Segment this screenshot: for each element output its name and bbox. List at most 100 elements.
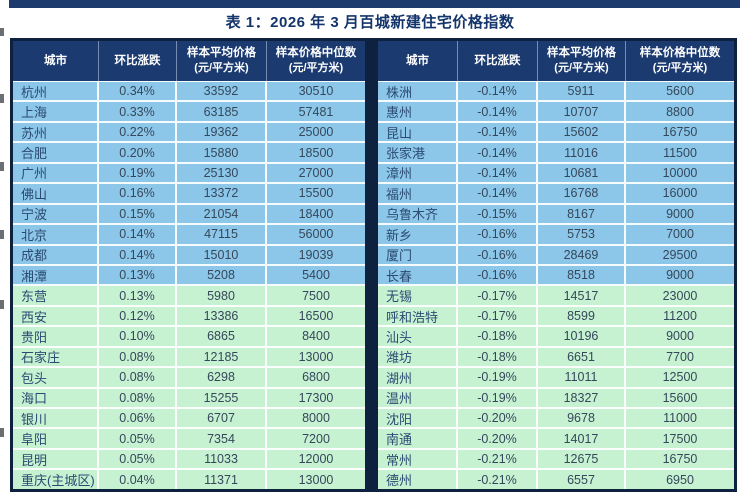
cell-city: 海口: [13, 388, 99, 407]
cell-change: -0.14%: [458, 102, 538, 121]
cell-city: 漳州: [378, 163, 458, 183]
table-row: 佛山 0.16% 13372 15500: [13, 184, 365, 205]
cell-city: 沈阳: [378, 409, 458, 428]
cell-avg: 11016: [538, 143, 626, 162]
cell-avg: 5753: [538, 225, 626, 244]
cell-avg: 11011: [538, 368, 626, 387]
cell-city: 呼和浩特: [378, 306, 458, 326]
header-cell-avg-price: 样本平均价格 (元/平方米): [177, 41, 267, 81]
scan-mark: [0, 230, 4, 239]
cell-median: 11500: [663, 145, 697, 160]
table-row: 潍坊 -0.18% 6651 7700: [378, 347, 734, 369]
cell-change: 0.04%: [99, 470, 177, 489]
header-cell-avg-price: 样本平均价格 (元/平方米): [538, 41, 626, 81]
cell-median: 12500: [662, 370, 698, 385]
cell-city: 贵阳: [13, 327, 99, 346]
cell-median: 15600: [662, 390, 698, 405]
cell-median: 29500: [662, 247, 698, 262]
cell-median: 25000: [298, 125, 334, 140]
cell-change: -0.21%: [458, 470, 538, 489]
header-cell-change: 环比涨跌: [99, 41, 177, 81]
cell-avg: 14017: [538, 429, 626, 448]
cell-median: 11200: [663, 309, 697, 324]
header-unit: (元/平方米): [652, 62, 708, 75]
table-row: 长春 -0.16% 8518 9000: [378, 265, 734, 287]
cell-city: 长春: [378, 265, 458, 285]
table-row: 包头 0.08% 6298 6800: [13, 368, 365, 389]
table-row: 西安 0.12% 13386 16500: [13, 306, 365, 328]
header-unit: (元/平方米): [288, 62, 344, 75]
cell-avg: 63185: [177, 102, 267, 121]
cell-avg: 28469: [538, 245, 626, 264]
cell-change: -0.14%: [458, 82, 538, 101]
cell-avg: 12185: [177, 347, 267, 367]
top-navy-bar: [0, 0, 740, 8]
header-cell-city: 城市: [13, 41, 99, 81]
header-label: 环比涨跌: [474, 54, 521, 67]
cell-median: 57481: [298, 104, 334, 119]
cell-change: 0.19%: [99, 163, 177, 183]
header-cell-median-price: 样本价格中位数 (元/平方米): [267, 41, 365, 81]
cell-median: 9000: [666, 329, 694, 344]
cell-change: -0.21%: [458, 449, 538, 469]
cell-city: 湖州: [378, 368, 458, 387]
table-row: 温州 -0.19% 18327 15600: [378, 388, 734, 409]
right-table-body: 株洲 -0.14% 5911 5600 惠州 -0.14% 10707 8800 昆山 -0.14…: [378, 81, 734, 489]
price-index-tables: 城市 环比涨跌 样本平均价格 (元/平方米) 样本价格中位数 (元/平方米) 杭…: [10, 38, 737, 492]
cell-avg: 15010: [177, 245, 267, 264]
table-row: 汕头 -0.18% 10196 9000: [378, 327, 734, 348]
cell-change: -0.17%: [458, 306, 538, 326]
cell-city: 湘潭: [13, 265, 99, 285]
cell-change: 0.14%: [99, 245, 177, 264]
cell-median: 19039: [298, 247, 334, 262]
cell-city: 德州: [378, 470, 458, 489]
table-row: 宁波 0.15% 21054 18400: [13, 204, 365, 226]
cell-median: 8400: [302, 329, 330, 344]
cell-avg: 15880: [177, 143, 267, 162]
cell-median: 13000: [298, 472, 334, 487]
cell-avg: 11371: [177, 470, 267, 489]
cell-city: 北京: [13, 225, 99, 244]
cell-median: 18400: [298, 206, 334, 221]
header-label: 环比涨跌: [114, 54, 161, 67]
cell-change: -0.14%: [458, 143, 538, 162]
cell-median: 7200: [302, 431, 330, 446]
cell-median: 11000: [663, 411, 697, 426]
table-row: 海口 0.08% 15255 17300: [13, 388, 365, 409]
table-row: 湖州 -0.19% 11011 12500: [378, 368, 734, 389]
cell-change: -0.16%: [458, 265, 538, 285]
cell-change: -0.14%: [458, 163, 538, 183]
cell-avg: 10707: [538, 102, 626, 121]
cell-change: -0.16%: [458, 225, 538, 244]
cell-median: 8000: [302, 411, 330, 426]
scan-mark: [0, 300, 4, 309]
table-row: 银川 0.06% 6707 8000: [13, 409, 365, 430]
cell-city: 苏州: [13, 122, 99, 142]
cell-median: 27000: [298, 165, 334, 180]
cell-change: 0.05%: [99, 429, 177, 448]
cell-city: 惠州: [378, 102, 458, 121]
cell-median: 9000: [666, 268, 694, 283]
cell-avg: 18327: [538, 388, 626, 407]
header-label: 样本价格中位数: [275, 47, 357, 60]
table-row: 新乡 -0.16% 5753 7000: [378, 225, 734, 246]
cell-city: 昆山: [378, 122, 458, 142]
cell-city: 汕头: [378, 327, 458, 346]
cell-median: 12000: [298, 452, 334, 467]
cell-avg: 19362: [177, 122, 267, 142]
cell-city: 佛山: [13, 184, 99, 203]
cell-city: 福州: [378, 184, 458, 203]
cell-avg: 8167: [538, 204, 626, 224]
cell-median: 7000: [666, 227, 694, 242]
table-row: 无锡 -0.17% 14517 23000: [378, 286, 734, 307]
cell-median: 30510: [298, 84, 334, 99]
cell-avg: 5911: [538, 82, 626, 101]
cell-median: 5600: [666, 84, 694, 99]
cell-change: -0.20%: [458, 429, 538, 448]
cell-city: 常州: [378, 449, 458, 469]
cell-median: 56000: [298, 227, 334, 242]
cell-city: 乌鲁木齐: [378, 204, 458, 224]
table-row: 乌鲁木齐 -0.15% 8167 9000: [378, 204, 734, 226]
right-table: 城市 环比涨跌 样本平均价格 (元/平方米) 样本价格中位数 (元/平方米) 株…: [375, 38, 737, 492]
cell-city: 东营: [13, 286, 99, 305]
